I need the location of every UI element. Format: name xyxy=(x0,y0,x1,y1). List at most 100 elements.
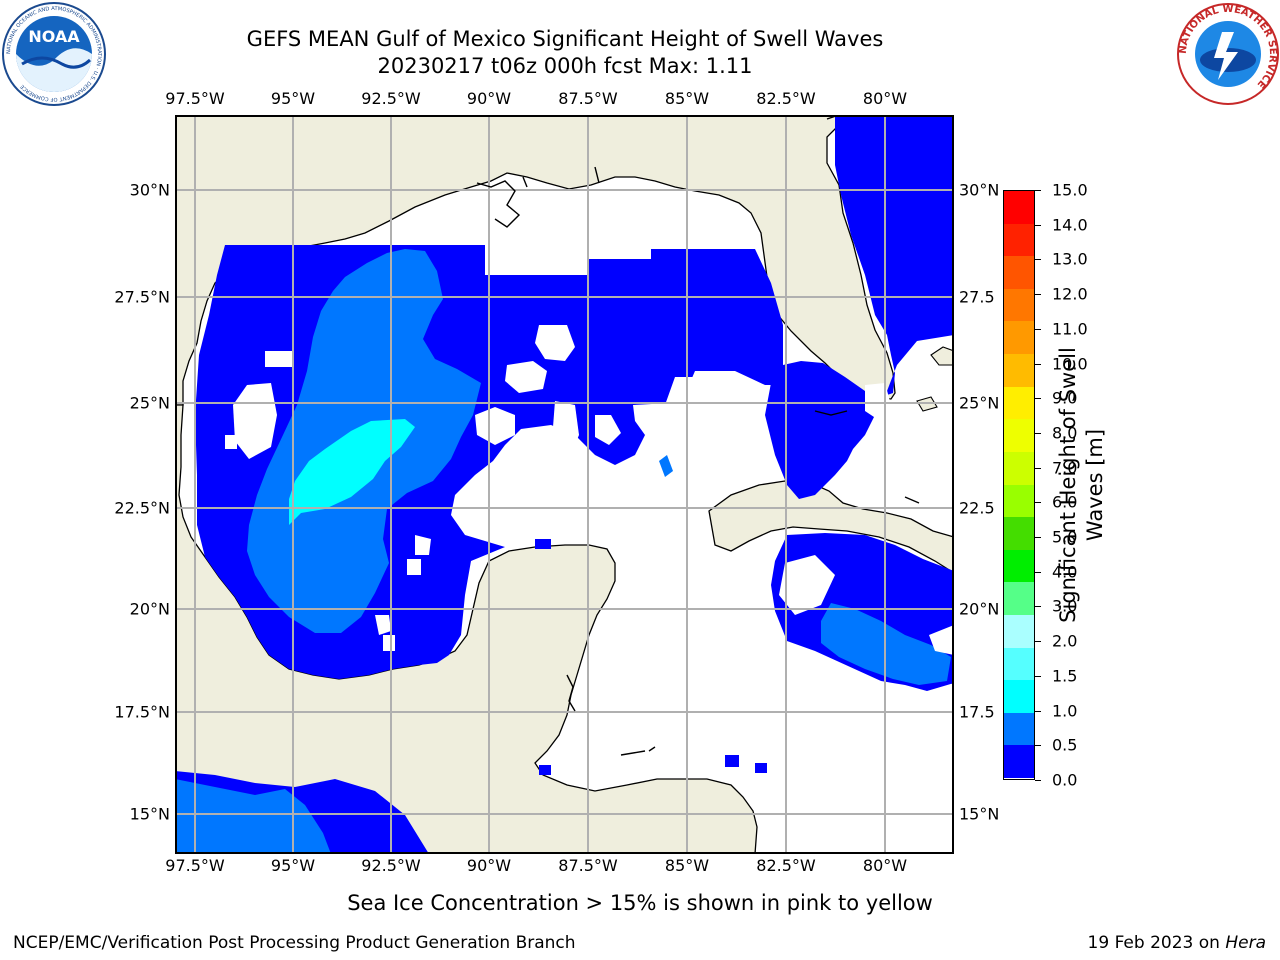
colorbar-segment xyxy=(1004,288,1034,322)
lat-tick-left-1: 27.5°N xyxy=(114,287,170,307)
colorbar-segment xyxy=(1004,223,1034,257)
sea-ice-note: Sea Ice Concentration > 15% is shown in … xyxy=(347,891,933,915)
footer-date: 19 Feb 2023 on Hera xyxy=(1088,933,1266,953)
colorbar-tick-mark xyxy=(1035,294,1041,296)
lon-tick-bottom-3: 90°W xyxy=(466,856,512,875)
colorbar-tick-label: 15.0 xyxy=(1052,180,1088,200)
colorbar-segment xyxy=(1004,680,1034,714)
colorbar-tick-mark xyxy=(1035,363,1041,365)
colorbar-tick-label: 5.0 xyxy=(1052,527,1078,547)
lat-tick-left-0: 30°N xyxy=(129,180,170,200)
colorbar-tick-mark xyxy=(1035,432,1041,434)
colorbar-tick-label: 4.0 xyxy=(1052,562,1078,582)
colorbar-tick-label: 10.0 xyxy=(1052,354,1088,374)
colorbar-tick-mark xyxy=(1035,675,1041,677)
colorbar-segment xyxy=(1004,419,1034,453)
colorbar-segment xyxy=(1004,647,1034,681)
graticule xyxy=(175,115,954,854)
lon-tick-bottom-7: 80°W xyxy=(862,856,908,875)
lat-tick-right-4: 20°N xyxy=(959,599,1000,619)
lon-tick-top-7: 80°W xyxy=(862,89,908,108)
colorbar-segment xyxy=(1004,354,1034,388)
colorbar xyxy=(1003,190,1035,780)
colorbar-tick-mark xyxy=(1035,641,1041,643)
lon-tick-top-0: 97.5°W xyxy=(165,89,225,108)
colorbar-tick-label: 11.0 xyxy=(1052,319,1088,339)
lat-tick-left-6: 15°N xyxy=(129,804,170,824)
colorbar-segment xyxy=(1004,256,1034,290)
colorbar-tick-label: 1.5 xyxy=(1052,666,1078,686)
colorbar-segment xyxy=(1004,745,1034,779)
colorbar-tick-label: 1.0 xyxy=(1052,701,1078,721)
colorbar-tick-mark xyxy=(1035,606,1041,608)
footer-credit: NCEP/EMC/Verification Post Processing Pr… xyxy=(13,933,576,953)
lat-tick-right-0: 30°N xyxy=(959,180,1000,200)
colorbar-label-line2: Waves [m] xyxy=(1083,428,1107,542)
colorbar-segment xyxy=(1004,386,1034,420)
colorbar-tick-label: 7.0 xyxy=(1052,458,1078,478)
lat-tick-right-2: 25°N xyxy=(959,393,1000,413)
colorbar-tick-mark xyxy=(1035,328,1041,330)
colorbar-tick-mark xyxy=(1035,190,1041,191)
colorbar-segment xyxy=(1004,321,1034,355)
lat-tick-left-4: 20°N xyxy=(129,599,170,619)
lon-tick-bottom-6: 82.5°W xyxy=(756,856,816,875)
lat-tick-right-6: 15°N xyxy=(959,804,1000,824)
lat-tick-right-3: 22.5 xyxy=(959,498,995,518)
colorbar-tick-label: 6.0 xyxy=(1052,492,1078,512)
colorbar-tick-mark xyxy=(1035,780,1041,781)
colorbar-tick-label: 12.0 xyxy=(1052,284,1088,304)
lat-tick-right-1: 27.5 xyxy=(959,287,995,307)
colorbar-segment xyxy=(1004,517,1034,551)
colorbar-tick-label: 9.0 xyxy=(1052,388,1078,408)
colorbar-tick-label: 0.0 xyxy=(1052,770,1078,790)
svg-text:NOAA: NOAA xyxy=(28,27,80,46)
colorbar-segment xyxy=(1004,549,1034,583)
lon-tick-top-3: 90°W xyxy=(466,89,512,108)
map-frame xyxy=(175,115,954,854)
lon-tick-bottom-5: 85°W xyxy=(664,856,710,875)
lon-tick-top-5: 85°W xyxy=(664,89,710,108)
colorbar-tick-mark xyxy=(1035,467,1041,469)
colorbar-label-line1: Significant Height of Swell xyxy=(1056,347,1080,623)
colorbar-tick-label: 2.0 xyxy=(1052,631,1078,651)
colorbar-tick-mark xyxy=(1035,571,1041,573)
lat-tick-right-5: 17.5 xyxy=(959,702,995,722)
footer-date-text: 19 Feb 2023 on xyxy=(1087,933,1226,953)
colorbar-tick-mark xyxy=(1035,398,1041,400)
lat-tick-left-3: 22.5°N xyxy=(114,498,170,518)
lon-tick-top-4: 87.5°W xyxy=(558,89,618,108)
colorbar-tick-label: 3.0 xyxy=(1052,596,1078,616)
colorbar-segment xyxy=(1004,712,1034,746)
nws-logo: NATIONAL WEATHER SERVICE xyxy=(1176,2,1280,106)
colorbar-label: Significant Height of Swell Waves [m] xyxy=(1055,335,1115,635)
colorbar-tick-mark xyxy=(1035,745,1041,747)
lon-tick-top-1: 95°W xyxy=(270,89,316,108)
lon-tick-top-6: 82.5°W xyxy=(756,89,816,108)
lon-tick-bottom-4: 87.5°W xyxy=(558,856,618,875)
lon-tick-bottom-1: 95°W xyxy=(270,856,316,875)
land-mexico xyxy=(175,404,758,854)
colorbar-tick-label: 8.0 xyxy=(1052,423,1078,443)
colorbar-tick-mark xyxy=(1035,224,1041,226)
lat-tick-left-5: 17.5°N xyxy=(114,702,170,722)
swell-band-1-1.5 xyxy=(289,419,415,525)
lon-tick-bottom-0: 97.5°W xyxy=(165,856,225,875)
colorbar-tick-label: 13.0 xyxy=(1052,249,1088,269)
chart-subtitle: 20230217 t06z 000h fcst Max: 1.11 xyxy=(377,54,753,78)
colorbar-tick-label: 0.5 xyxy=(1052,735,1078,755)
colorbar-segment xyxy=(1004,582,1034,616)
colorbar-segment xyxy=(1004,484,1034,518)
coastline-details xyxy=(476,115,920,756)
colorbar-tick-mark xyxy=(1035,502,1041,504)
footer-host: Hera xyxy=(1225,933,1266,953)
lat-tick-left-2: 25°N xyxy=(129,393,170,413)
lon-tick-bottom-2: 92.5°W xyxy=(361,856,421,875)
noaa-logo: NOAA NATIONAL OCEANIC AND ATMOSPHERIC AD… xyxy=(2,2,106,106)
colorbar-segment xyxy=(1004,451,1034,485)
colorbar-tick-mark xyxy=(1035,537,1041,539)
chart-title: GEFS MEAN Gulf of Mexico Significant Hei… xyxy=(246,27,884,51)
map-panel xyxy=(175,115,954,854)
colorbar-tick-label: 14.0 xyxy=(1052,215,1088,235)
colorbar-segment xyxy=(1004,614,1034,649)
